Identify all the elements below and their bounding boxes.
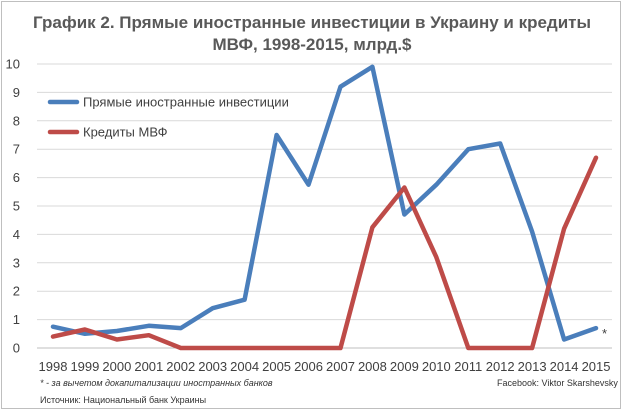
- y-tick-label: 1: [13, 312, 20, 327]
- data-point: [594, 156, 598, 160]
- data-point: [530, 346, 534, 350]
- data-point: [243, 298, 247, 302]
- legend-label: Кредиты МВФ: [83, 125, 168, 140]
- footnote: * - за вычетом докапитализации иностранн…: [40, 378, 273, 388]
- data-point: [211, 306, 215, 310]
- y-tick-label: 10: [6, 57, 20, 72]
- y-tick-label: 8: [13, 113, 20, 128]
- data-point: [370, 225, 374, 229]
- data-point: [307, 183, 311, 187]
- y-tick-label: 9: [13, 85, 20, 100]
- y-tick-label: 0: [13, 341, 20, 356]
- x-tick-label: 2009: [390, 359, 419, 374]
- data-point: [179, 326, 183, 330]
- x-tick-label: 2011: [454, 359, 482, 374]
- data-point: [498, 346, 502, 350]
- y-tick-label: 2: [13, 284, 20, 299]
- data-point: [115, 337, 119, 341]
- x-tick-label: 2006: [294, 359, 323, 374]
- x-tick-label: 2004: [230, 359, 259, 374]
- y-tick-label: 3: [13, 255, 20, 270]
- credit-text: Facebook: Viktor Skarshevsky: [497, 378, 618, 388]
- data-point: [466, 346, 470, 350]
- data-point: [307, 346, 311, 350]
- data-point: [51, 335, 55, 339]
- y-tick-label: 6: [13, 170, 20, 185]
- data-point: [243, 346, 247, 350]
- x-tick-label: 2005: [262, 359, 291, 374]
- asterisk-marker: *: [602, 326, 607, 341]
- data-point: [275, 133, 279, 137]
- data-point: [402, 186, 406, 190]
- chart-title-line-2: МВФ, 1998-2015, млрд.$: [212, 35, 412, 54]
- x-tick-label: 2000: [102, 359, 131, 374]
- legend-label: Прямые иностранные инвестиции: [83, 95, 289, 110]
- data-point: [51, 325, 55, 329]
- x-tick-label: 2012: [486, 359, 515, 374]
- x-tick-label: 2008: [358, 359, 387, 374]
- data-point: [562, 337, 566, 341]
- x-tick-label: 1999: [70, 359, 99, 374]
- data-point: [179, 346, 183, 350]
- data-point: [83, 332, 87, 336]
- data-point: [338, 85, 342, 89]
- data-point: [115, 329, 119, 333]
- x-tick-label: 2010: [422, 359, 451, 374]
- x-tick-label: 2014: [550, 359, 579, 374]
- x-tick-label: 2003: [198, 359, 227, 374]
- x-tick-label: 2015: [582, 359, 611, 374]
- data-point: [594, 326, 598, 330]
- data-point: [562, 227, 566, 231]
- chart-title-line-1: График 2. Прямые иностранные инвестиции …: [32, 13, 592, 32]
- x-tick-label: 1998: [39, 359, 68, 374]
- data-point: [434, 183, 438, 187]
- series-line-1: [50, 64, 599, 342]
- data-point: [338, 346, 342, 350]
- y-tick-label: 4: [13, 227, 20, 242]
- data-point: [402, 213, 406, 217]
- x-tick-label: 2001: [134, 359, 163, 374]
- data-point: [466, 147, 470, 151]
- data-point: [370, 65, 374, 69]
- data-point: [211, 346, 215, 350]
- data-point: [530, 230, 534, 234]
- data-point: [498, 142, 502, 146]
- y-tick-label: 7: [13, 142, 20, 157]
- data-point: [83, 328, 87, 332]
- source-text: Источник: Национальный банк Украины: [40, 395, 207, 405]
- data-point: [147, 324, 151, 328]
- series-line-2: [50, 155, 599, 351]
- data-point: [147, 333, 151, 337]
- x-tick-label: 2002: [166, 359, 195, 374]
- x-tick-label: 2013: [518, 359, 547, 374]
- x-tick-label: 2007: [326, 359, 355, 374]
- y-tick-label: 5: [13, 199, 20, 214]
- data-point: [275, 346, 279, 350]
- data-point: [434, 255, 438, 259]
